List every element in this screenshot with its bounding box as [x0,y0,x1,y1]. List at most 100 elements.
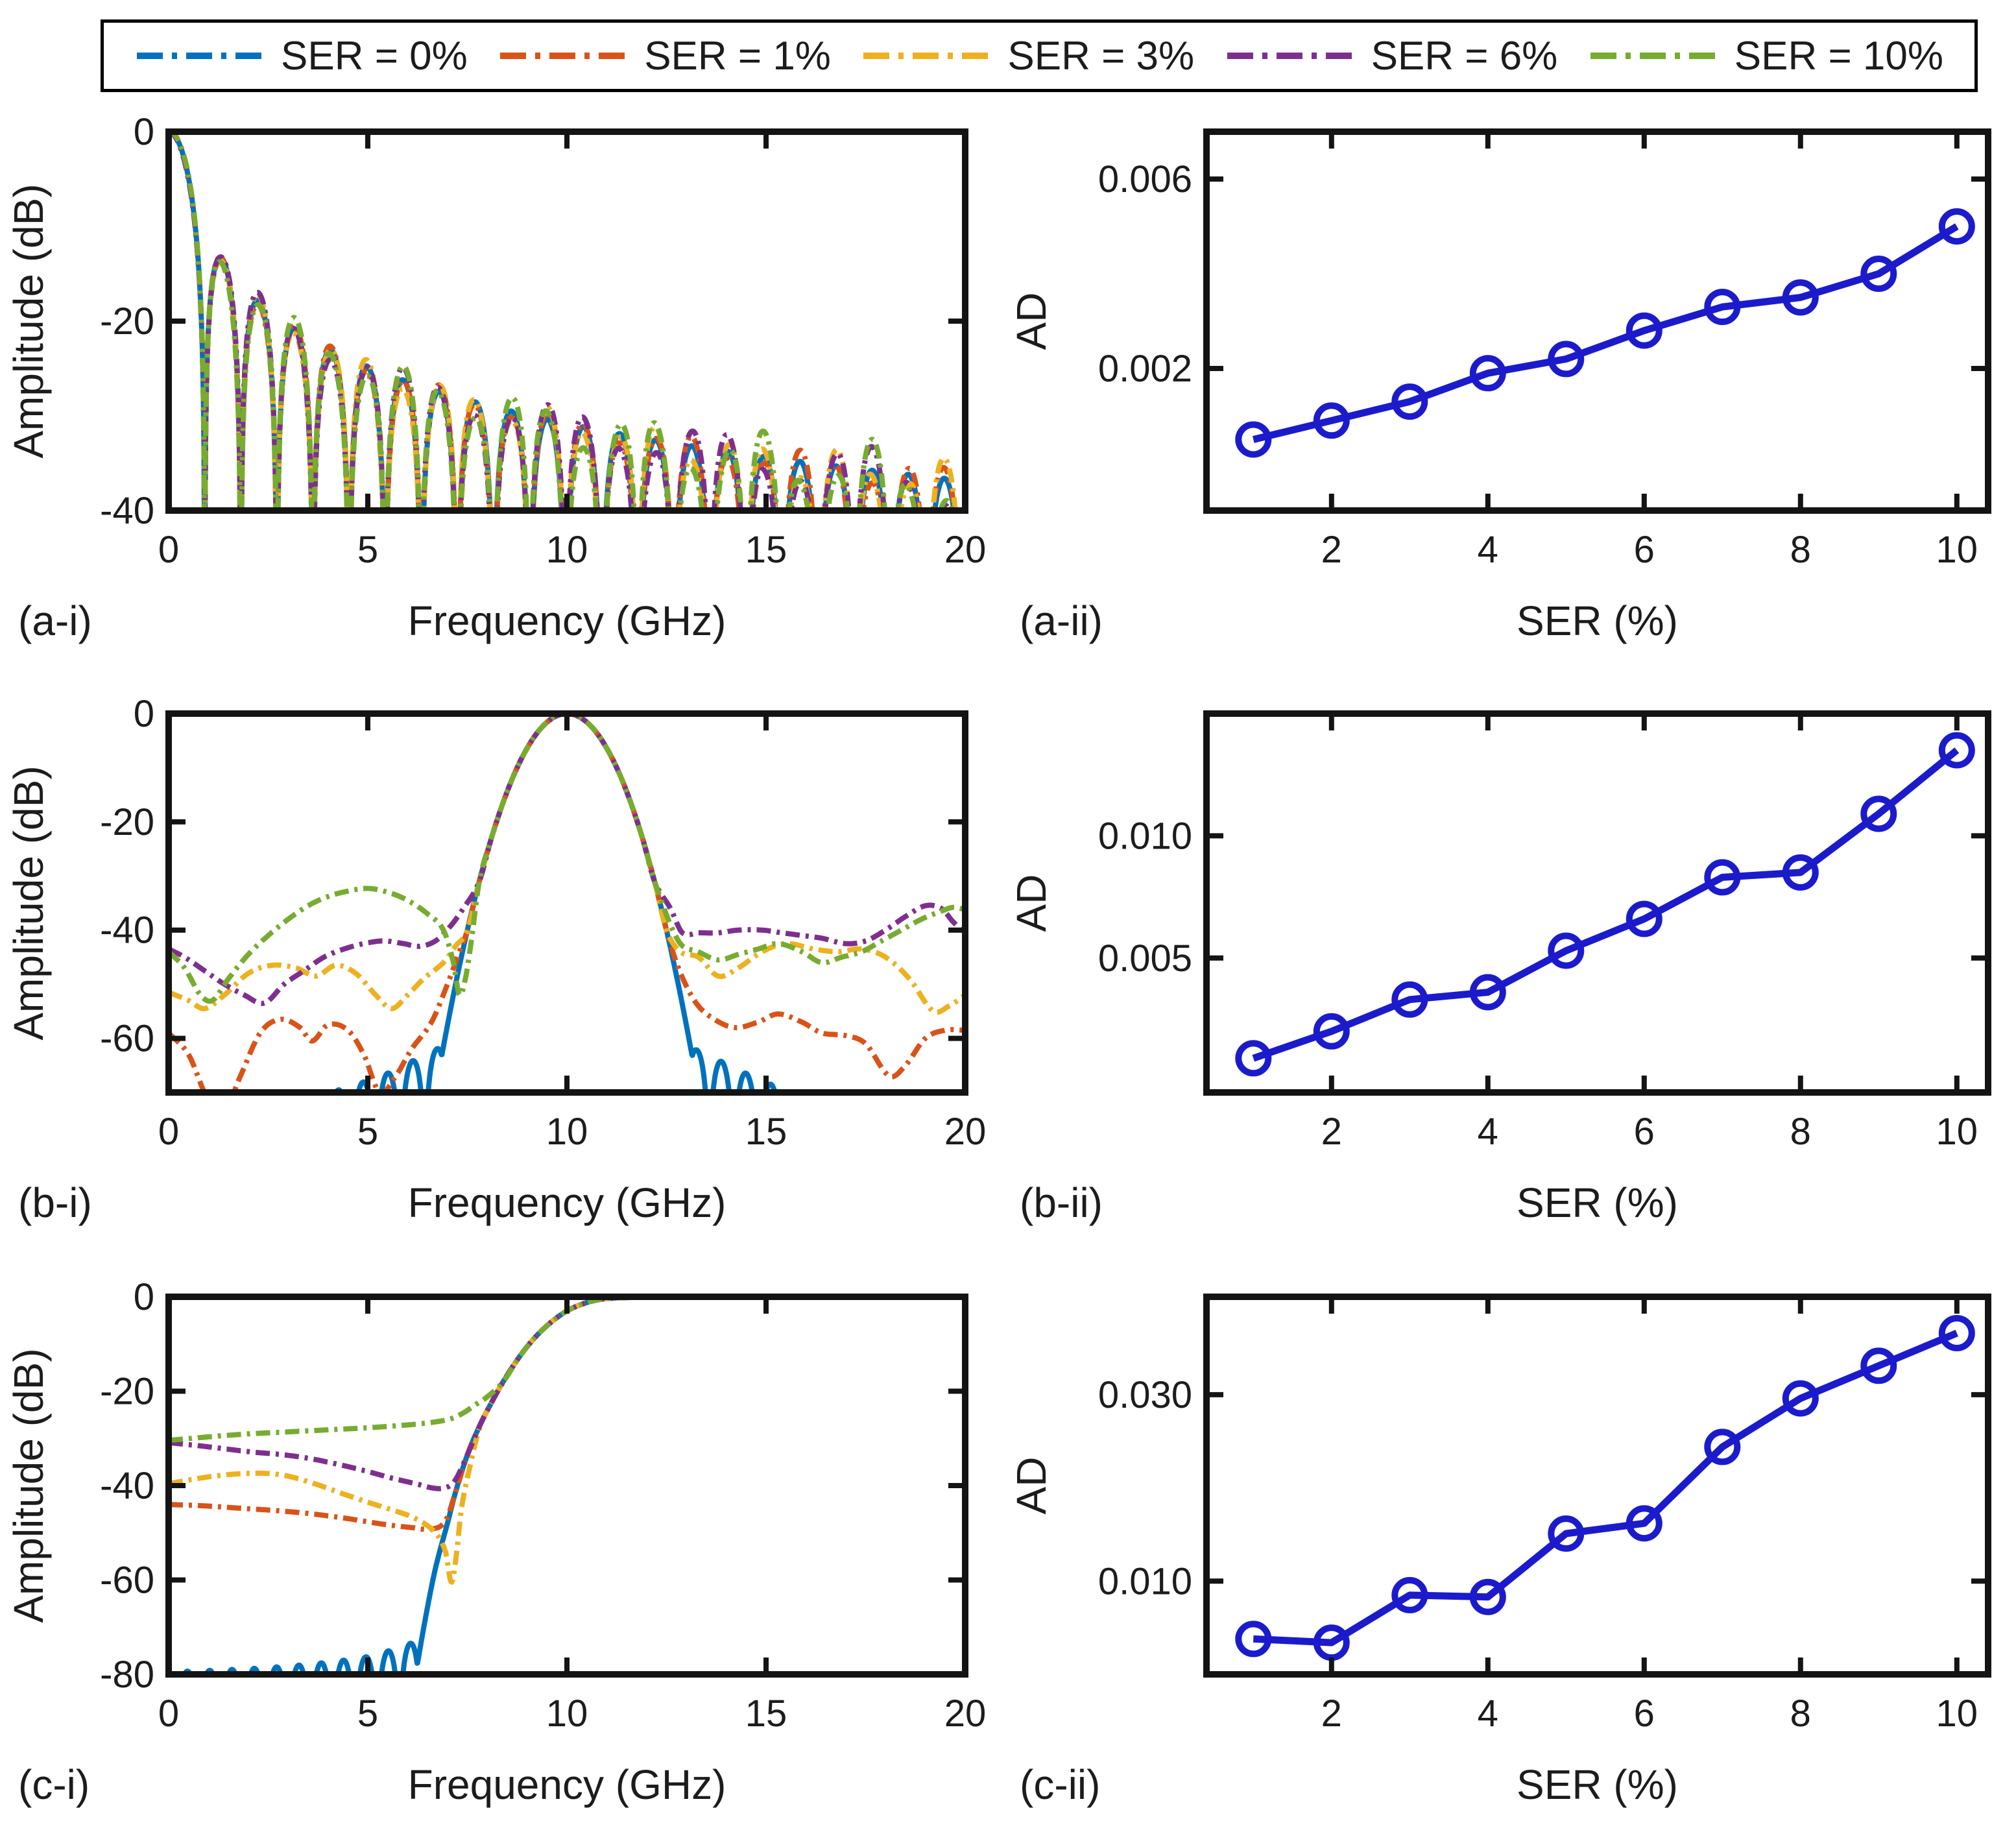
data-marker [1548,1515,1585,1552]
x-tick-label: 6 [1634,529,1655,571]
legend-item-ser3: SER = 3% [861,33,1194,79]
legend-item-ser6: SER = 6% [1225,33,1558,79]
x-tick-label: 4 [1478,1111,1498,1153]
legend-item-ser1: SER = 1% [498,33,831,79]
series-line [169,714,965,1004]
legend-item-label: SER = 6% [1371,33,1558,78]
y-tick-label: 0.030 [1098,1374,1192,1416]
x-tick-label: 20 [944,529,987,571]
legend-line-sample-ser1-icon [500,53,630,59]
y-tick-label: 0 [134,693,154,735]
panel-tag: (c-ii) [1020,1761,1100,1808]
x-tick-label: 5 [357,529,378,571]
x-tick-label: 10 [546,529,588,571]
x-tick-label: 2 [1321,529,1342,571]
data-marker [1391,981,1428,1018]
y-tick-label: 0.006 [1098,158,1192,200]
data-marker [1391,383,1428,420]
y-tick-label: 0.005 [1098,937,1192,980]
data-marker [1938,1315,1975,1351]
data-marker [1469,355,1506,392]
x-tick-label: 4 [1478,1693,1498,1735]
plot-area [1235,208,1975,458]
legend-item-ser0: SER = 0% [135,33,468,79]
panel-tag: (b-i) [18,1179,92,1226]
y-axis-label: Amplitude (dB) [5,765,52,1040]
y-tick-label: -40 [100,910,154,952]
legend-item-label: SER = 1% [644,33,831,78]
panel-a-ii: 2 4 6 8 10 0.002 0.006 SER (%) AD (a-ii) [1008,128,1991,644]
x-tick-label: 5 [357,1693,378,1735]
x-tick-label: 6 [1634,1693,1655,1735]
data-marker [1626,900,1662,937]
data-marker [1938,732,1975,769]
legend-item-label: SER = 0% [281,33,468,78]
x-tick-label: 15 [745,529,787,571]
axes-box [1203,1294,1991,1678]
series-line [169,132,958,511]
data-marker [1391,1576,1428,1613]
legend-item-ser10: SER = 10% [1589,33,1943,79]
data-marker [1704,1428,1741,1465]
series-line [169,132,952,511]
x-tick-label: 0 [158,529,179,571]
x-tick-label: 15 [745,1693,787,1735]
plot-area [169,1297,965,1674]
panel-tag: (a-i) [18,597,92,644]
data-marker [1860,795,1897,832]
data-marker [1626,1505,1662,1542]
data-marker [1860,1347,1897,1384]
axes-box [165,128,968,514]
y-tick-label: -40 [100,490,154,532]
data-marker [1782,854,1819,891]
panel-tag: (b-ii) [1020,1179,1103,1226]
series-line [333,714,799,1092]
x-axis-label: SER (%) [1517,597,1678,644]
x-axis-label: Frequency (GHz) [408,597,726,644]
data-marker [1469,974,1506,1011]
y-tick-label: -80 [100,1654,154,1696]
panel-c-ii: 2 4 6 8 10 0.010 0.030 SER (%) AD (c-ii) [1008,1294,1991,1808]
x-tick-label: 0 [158,1693,179,1735]
series-line [169,1297,965,1674]
series-line [169,714,965,1092]
x-tick-label: 10 [1936,1693,1978,1735]
data-marker [1548,932,1585,969]
x-tick-label: 15 [745,1111,787,1153]
y-axis-label: Amplitude (dB) [5,1348,52,1622]
series-line [169,714,965,1015]
x-tick-label: 2 [1321,1111,1342,1153]
x-tick-label: 5 [357,1111,378,1153]
y-tick-label: 0.010 [1098,1560,1192,1602]
axes-box [1203,710,1991,1096]
x-tick-label: 20 [944,1111,987,1153]
y-tick-label: -20 [100,1371,154,1413]
legend-line-sample-ser6-icon [1227,53,1356,59]
data-marker [1313,402,1350,439]
legend-item-label: SER = 10% [1734,33,1943,78]
x-tick-label: 8 [1790,1111,1811,1153]
x-tick-label: 8 [1790,1693,1811,1735]
y-axis-label: AD [1008,1457,1055,1515]
series-line [169,1297,965,1443]
series-line [169,1297,965,1532]
data-marker [1704,859,1741,896]
x-axis-label: SER (%) [1517,1179,1678,1226]
plot-area [169,714,965,1092]
series-line [1252,747,1960,1062]
series-line [1253,1329,1958,1646]
data-marker [1235,421,1272,458]
series-line [169,132,957,511]
y-tick-label: 0 [134,111,154,153]
x-tick-label: 10 [1936,529,1978,571]
panel-tag: (c-i) [18,1761,90,1808]
legend: SER = 0% SER = 1% SER = 3% SER = 6% SER … [101,19,1978,92]
panel-c-i: 0 5 10 15 20 0 -20 -40 -60 -80 Frequency (GHz) Ampl… [5,1276,986,1808]
panel-tag: (a-ii) [1020,597,1103,644]
y-tick-label: -60 [100,1560,154,1602]
plot-area [1235,732,1975,1077]
y-tick-label: -20 [100,801,154,843]
x-axis-label: SER (%) [1517,1761,1678,1808]
legend-item-label: SER = 3% [1007,33,1195,78]
